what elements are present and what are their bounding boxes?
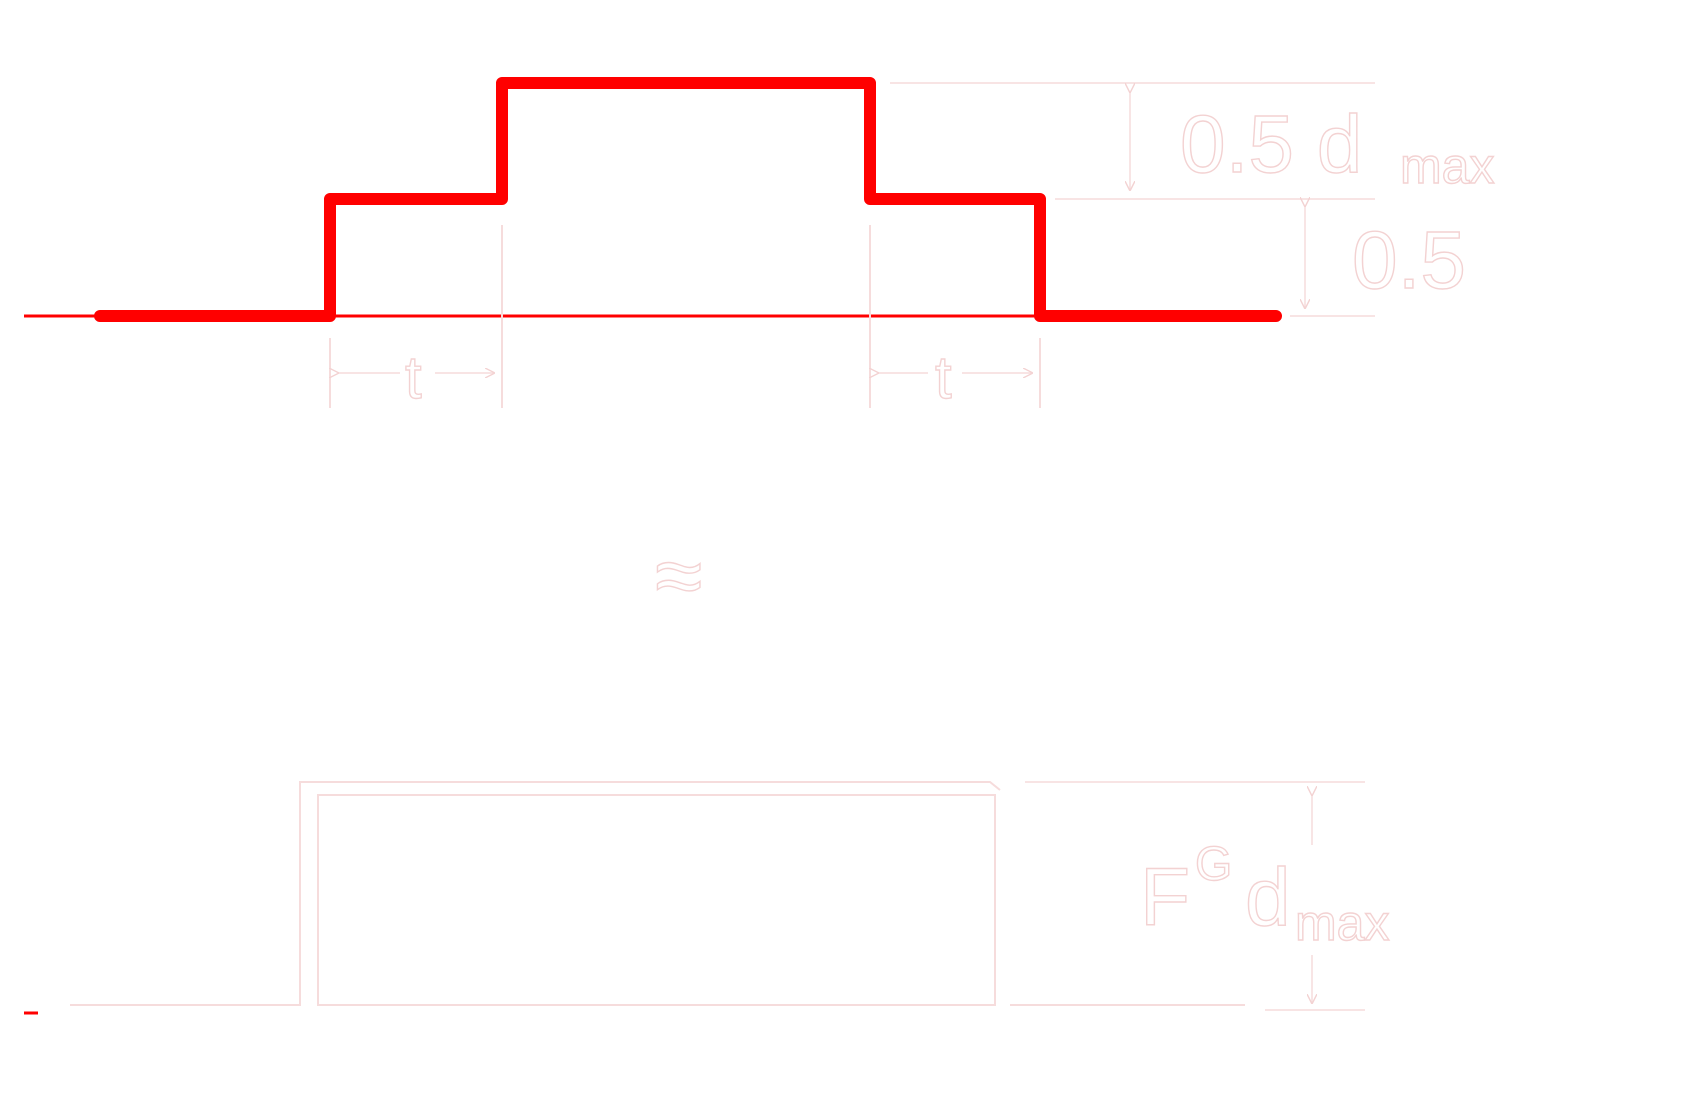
height-label-d: d — [1245, 852, 1291, 943]
lower-step-label: 0.5 — [1352, 215, 1466, 306]
stepped-pulse-line — [94, 77, 1282, 322]
upper-step-label: 0.5 d — [1180, 99, 1362, 190]
approx-symbol: ≈ — [655, 528, 702, 624]
height-label-subscript: max — [1295, 895, 1389, 951]
top-pulse — [24, 77, 1282, 322]
upper-step-subscript: max — [1400, 138, 1494, 194]
step-height-arrows — [1130, 92, 1305, 308]
height-label-main: F — [1140, 852, 1190, 943]
left-duration-label: t — [405, 344, 422, 411]
right-duration-label: t — [935, 344, 952, 411]
height-label-superscript: G — [1195, 838, 1232, 891]
rectangular-pulse-inner — [317, 794, 996, 1006]
bottom-dimension-guides — [1025, 781, 1365, 1011]
rectangular-pulse-outer — [70, 781, 1001, 1006]
bottom-pulse — [24, 781, 1245, 1015]
